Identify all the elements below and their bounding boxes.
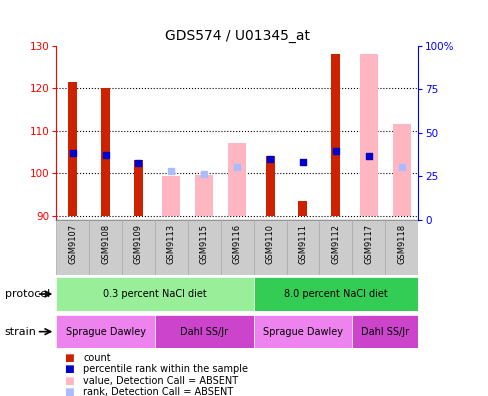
Point bbox=[265, 156, 273, 163]
Title: GDS574 / U01345_at: GDS574 / U01345_at bbox=[164, 29, 309, 43]
Text: Dahl SS/Jr: Dahl SS/Jr bbox=[361, 327, 408, 337]
Point bbox=[102, 152, 109, 158]
Bar bbox=[56, 277, 253, 311]
Text: GSM9113: GSM9113 bbox=[166, 224, 176, 265]
Bar bbox=[319, 220, 351, 275]
Bar bbox=[265, 156, 274, 215]
Text: strain: strain bbox=[5, 327, 37, 337]
Text: GSM9107: GSM9107 bbox=[68, 224, 77, 265]
Bar bbox=[56, 220, 89, 275]
Text: protocol: protocol bbox=[5, 289, 50, 299]
Bar bbox=[385, 220, 417, 275]
Text: GSM9108: GSM9108 bbox=[101, 224, 110, 265]
Text: ■: ■ bbox=[63, 364, 73, 375]
Text: ■: ■ bbox=[63, 353, 73, 364]
Text: GSM9115: GSM9115 bbox=[200, 224, 208, 264]
Bar bbox=[253, 315, 351, 348]
Bar bbox=[122, 220, 155, 275]
Bar bbox=[227, 143, 245, 215]
Text: 8.0 percent NaCl diet: 8.0 percent NaCl diet bbox=[284, 289, 387, 299]
Text: Sprague Dawley: Sprague Dawley bbox=[263, 327, 342, 337]
Bar bbox=[298, 201, 307, 215]
Point bbox=[200, 171, 208, 177]
Point bbox=[167, 168, 175, 174]
Text: GSM9116: GSM9116 bbox=[232, 224, 241, 265]
Bar bbox=[351, 220, 385, 275]
Text: count: count bbox=[83, 353, 110, 364]
Text: rank, Detection Call = ABSENT: rank, Detection Call = ABSENT bbox=[83, 386, 233, 396]
Text: Sprague Dawley: Sprague Dawley bbox=[65, 327, 145, 337]
Text: Dahl SS/Jr: Dahl SS/Jr bbox=[180, 327, 228, 337]
Bar bbox=[89, 220, 122, 275]
Bar bbox=[155, 315, 253, 348]
Point bbox=[397, 164, 405, 170]
Bar bbox=[220, 220, 253, 275]
Text: ■: ■ bbox=[63, 375, 73, 386]
Bar bbox=[195, 175, 213, 215]
Text: ■: ■ bbox=[63, 386, 73, 396]
Bar bbox=[351, 315, 417, 348]
Bar bbox=[286, 220, 319, 275]
Bar bbox=[392, 124, 410, 215]
Text: GSM9109: GSM9109 bbox=[134, 224, 142, 264]
Bar bbox=[56, 315, 155, 348]
Bar bbox=[359, 54, 377, 215]
Bar bbox=[187, 220, 220, 275]
Bar bbox=[162, 176, 180, 215]
Text: value, Detection Call = ABSENT: value, Detection Call = ABSENT bbox=[83, 375, 238, 386]
Bar bbox=[331, 54, 340, 215]
Point bbox=[134, 160, 142, 166]
Text: GSM9118: GSM9118 bbox=[396, 224, 406, 265]
Bar bbox=[253, 220, 286, 275]
Point bbox=[233, 164, 241, 170]
Text: 0.3 percent NaCl diet: 0.3 percent NaCl diet bbox=[103, 289, 206, 299]
Text: GSM9111: GSM9111 bbox=[298, 224, 307, 264]
Text: GSM9112: GSM9112 bbox=[331, 224, 340, 264]
Bar bbox=[134, 160, 142, 215]
Bar bbox=[253, 277, 417, 311]
Text: GSM9110: GSM9110 bbox=[265, 224, 274, 264]
Point bbox=[364, 153, 372, 159]
Bar bbox=[68, 82, 77, 215]
Text: GSM9117: GSM9117 bbox=[364, 224, 372, 265]
Bar bbox=[155, 220, 187, 275]
Bar bbox=[101, 88, 110, 215]
Text: percentile rank within the sample: percentile rank within the sample bbox=[83, 364, 247, 375]
Point bbox=[69, 149, 77, 156]
Point bbox=[299, 159, 306, 166]
Point bbox=[331, 148, 339, 154]
